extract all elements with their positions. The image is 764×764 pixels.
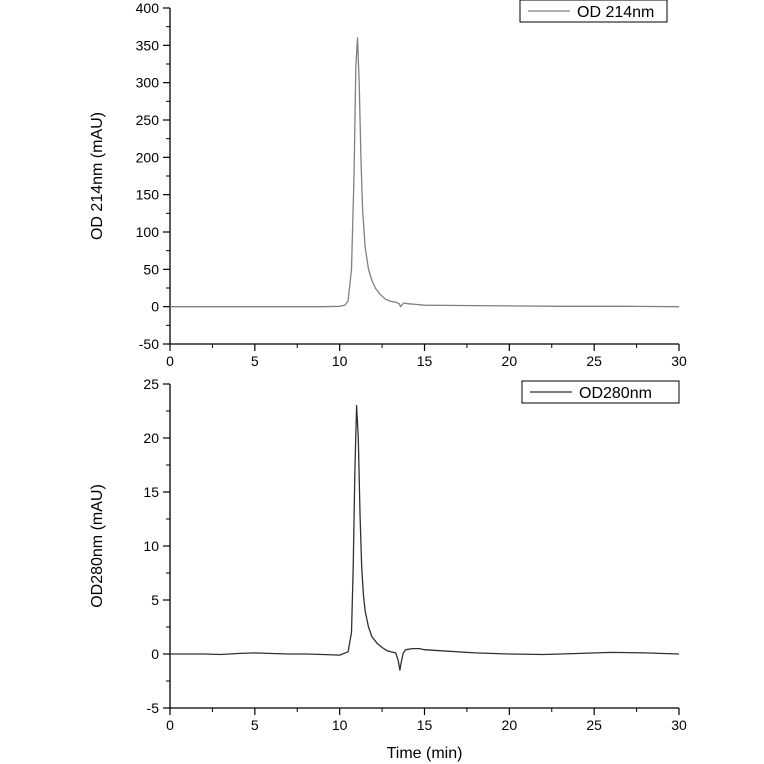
y-tick-label: 25 bbox=[143, 376, 159, 392]
y-axis-title: OD 214nm (mAU) bbox=[89, 112, 106, 240]
x-tick-label: 15 bbox=[417, 717, 433, 733]
y-tick-label: 10 bbox=[143, 538, 159, 554]
y-tick-label: 250 bbox=[136, 112, 160, 128]
series-line bbox=[170, 404, 680, 671]
x-tick-label: 0 bbox=[166, 717, 174, 733]
legend-label: OD 214nm bbox=[577, 4, 654, 21]
x-tick-label: 5 bbox=[251, 717, 259, 733]
y-tick-label: 0 bbox=[151, 299, 159, 315]
y-tick-label: 400 bbox=[136, 0, 160, 16]
x-tick-label: 30 bbox=[671, 353, 687, 369]
series-line bbox=[170, 37, 680, 308]
y-tick-label: -5 bbox=[147, 700, 160, 716]
x-tick-label: 10 bbox=[332, 717, 348, 733]
y-tick-label: 150 bbox=[136, 187, 160, 203]
y-tick-label: 50 bbox=[143, 261, 159, 277]
x-axis-title: Time (min) bbox=[387, 745, 463, 762]
x-tick-label: 0 bbox=[166, 353, 174, 369]
x-tick-label: 10 bbox=[332, 353, 348, 369]
top-chart-od214: -50 0 50 100 150 200 250 300 350 400 0 5 10 15 20 25 30 O… bbox=[89, 0, 687, 369]
x-tick-label: 25 bbox=[586, 353, 602, 369]
x-tick-label: 20 bbox=[502, 353, 518, 369]
x-tick-label: 5 bbox=[251, 353, 259, 369]
x-tick-label: 25 bbox=[586, 717, 602, 733]
legend-box bbox=[521, 380, 680, 404]
legend-box bbox=[519, 0, 668, 23]
legend-label: OD280nm bbox=[579, 385, 652, 402]
y-tick-label: 15 bbox=[143, 484, 159, 500]
y-tick-label: 5 bbox=[151, 592, 159, 608]
y-tick-label: -50 bbox=[139, 336, 159, 352]
y-axis-title: OD280nm (mAU) bbox=[89, 484, 106, 608]
bottom-chart-od280: -5 0 5 10 15 20 25 0 5 10 15 20 25 30 OD280nm (mAU) Tim… bbox=[89, 376, 687, 762]
legend: OD 214nm bbox=[519, 0, 668, 23]
x-tick-label: 20 bbox=[502, 717, 518, 733]
x-tick-label: 15 bbox=[417, 353, 433, 369]
legend: OD280nm bbox=[521, 380, 680, 404]
y-tick-label: 200 bbox=[136, 149, 160, 165]
y-tick-label: 300 bbox=[136, 75, 160, 91]
y-tick-label: 0 bbox=[151, 646, 159, 662]
y-tick-label: 20 bbox=[143, 430, 159, 446]
y-tick-label: 350 bbox=[136, 37, 160, 53]
x-tick-label: 30 bbox=[671, 717, 687, 733]
y-tick-label: 100 bbox=[136, 224, 160, 240]
